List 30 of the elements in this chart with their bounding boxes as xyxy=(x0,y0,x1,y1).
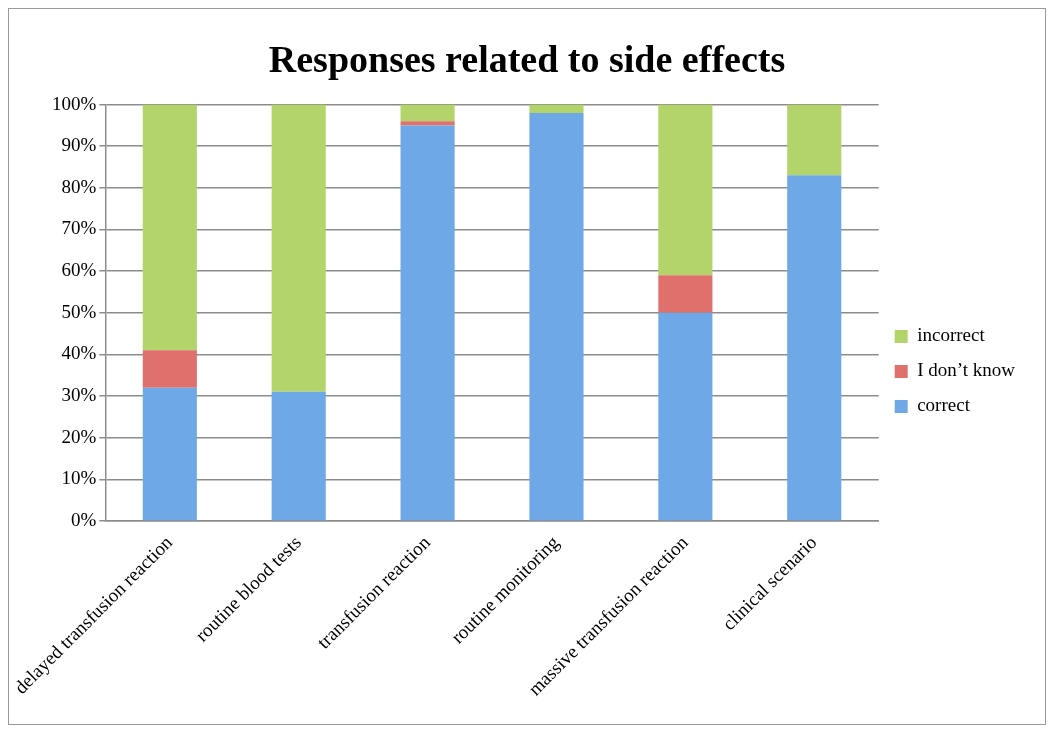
bar xyxy=(529,104,584,113)
bar xyxy=(658,104,713,276)
y-tick-label: 70% xyxy=(61,217,97,239)
y-tick-label: 40% xyxy=(61,342,97,364)
bar xyxy=(658,275,713,313)
y-tick-label: 60% xyxy=(61,259,97,281)
bar xyxy=(142,387,197,521)
bar xyxy=(529,112,584,521)
y-tick-label: 50% xyxy=(61,300,97,322)
bar xyxy=(787,104,842,176)
chart-title: Responses related to side effects xyxy=(268,37,786,80)
bar xyxy=(400,104,455,122)
legend-label: I don’t know xyxy=(917,359,1016,381)
y-tick-label: 30% xyxy=(61,384,97,405)
y-tick-label: 90% xyxy=(61,134,97,156)
y-tick-label: 20% xyxy=(61,425,97,447)
legend-label: incorrect xyxy=(917,324,986,346)
bar xyxy=(787,175,842,521)
bar xyxy=(271,104,326,392)
bar xyxy=(400,121,455,126)
y-tick-label: 80% xyxy=(61,175,97,197)
bar xyxy=(142,350,197,388)
y-tick-label: 100% xyxy=(52,92,97,114)
bar xyxy=(400,125,455,521)
y-tick-label: 0% xyxy=(71,508,97,530)
legend-label: correct xyxy=(917,394,971,416)
bar xyxy=(142,104,197,351)
bar xyxy=(271,391,326,521)
bar xyxy=(658,312,713,521)
y-tick-label: 10% xyxy=(61,467,97,489)
